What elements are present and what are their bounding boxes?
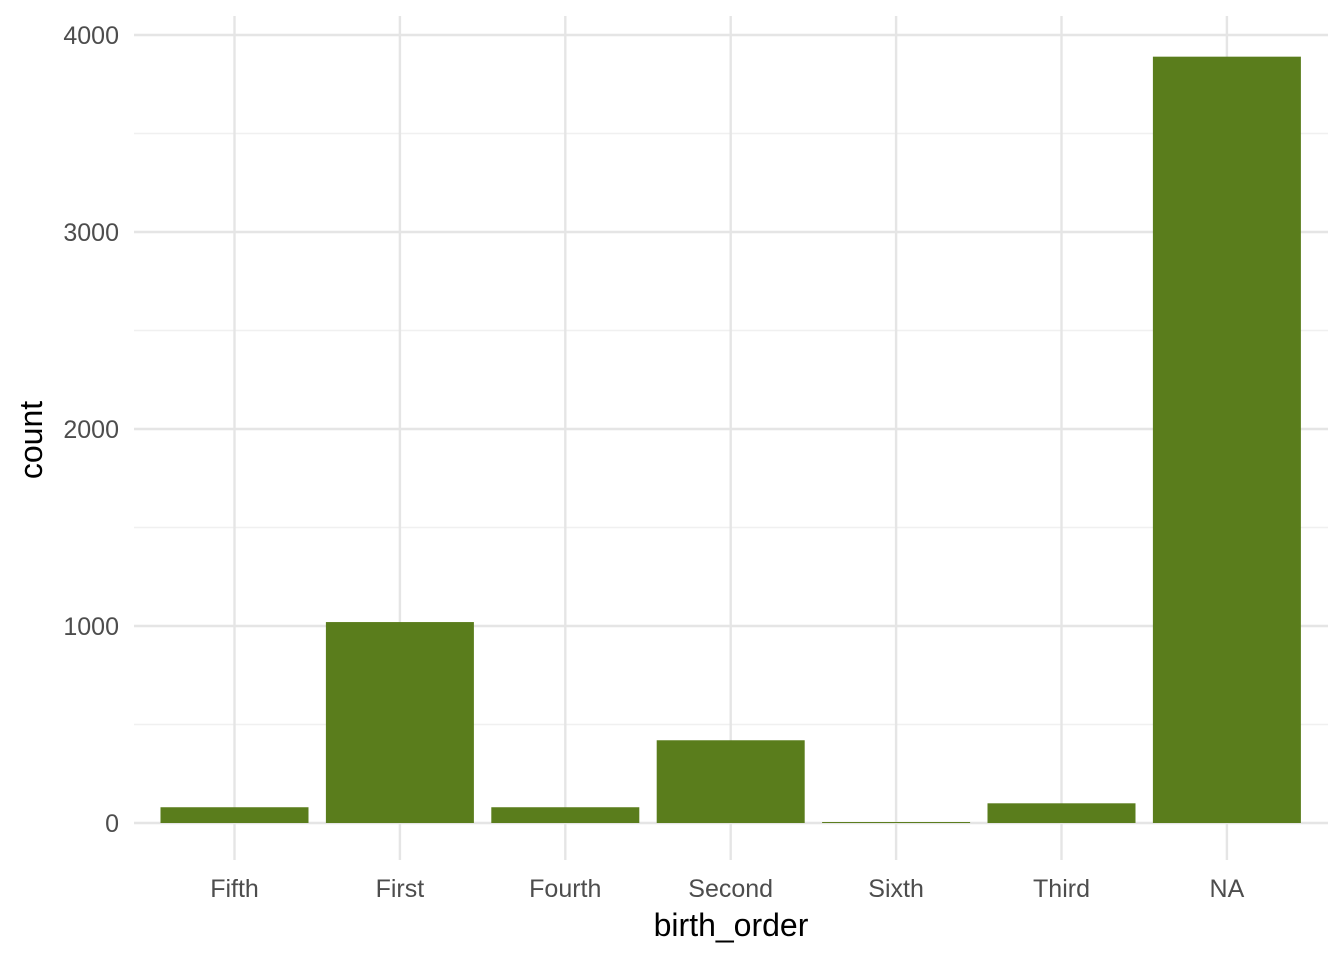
y-tick-label: 3000: [63, 219, 119, 247]
y-tick-label: 1000: [63, 613, 119, 641]
bar-first: [325, 622, 474, 823]
x-tick-label: First: [376, 875, 425, 903]
bar-layer: [160, 56, 1301, 824]
y-tick-label: 4000: [63, 22, 119, 50]
x-tick-label: Fifth: [210, 875, 259, 903]
y-axis-tick-labels: 0 1000 2000 3000 4000: [63, 22, 119, 838]
x-axis-tick-labels: Fifth First Fourth Second Sixth Third NA: [210, 875, 1244, 903]
x-tick-label: Third: [1033, 875, 1090, 903]
bar-third: [987, 803, 1136, 823]
x-axis-title: birth_order: [654, 907, 809, 943]
bar-fifth: [160, 807, 309, 823]
x-tick-label: Fourth: [529, 875, 601, 903]
bar-sixth: [822, 822, 971, 823]
bar-second: [656, 740, 805, 823]
y-axis-title: count: [13, 401, 49, 479]
bar-fourth: [491, 807, 640, 823]
x-tick-label: NA: [1210, 875, 1245, 903]
bar-na: [1152, 56, 1301, 824]
grid-layer: [134, 16, 1328, 860]
x-tick-label: Sixth: [868, 875, 924, 903]
x-tick-label: Second: [688, 875, 773, 903]
y-tick-label: 2000: [63, 416, 119, 444]
y-tick-label: 0: [105, 810, 119, 838]
